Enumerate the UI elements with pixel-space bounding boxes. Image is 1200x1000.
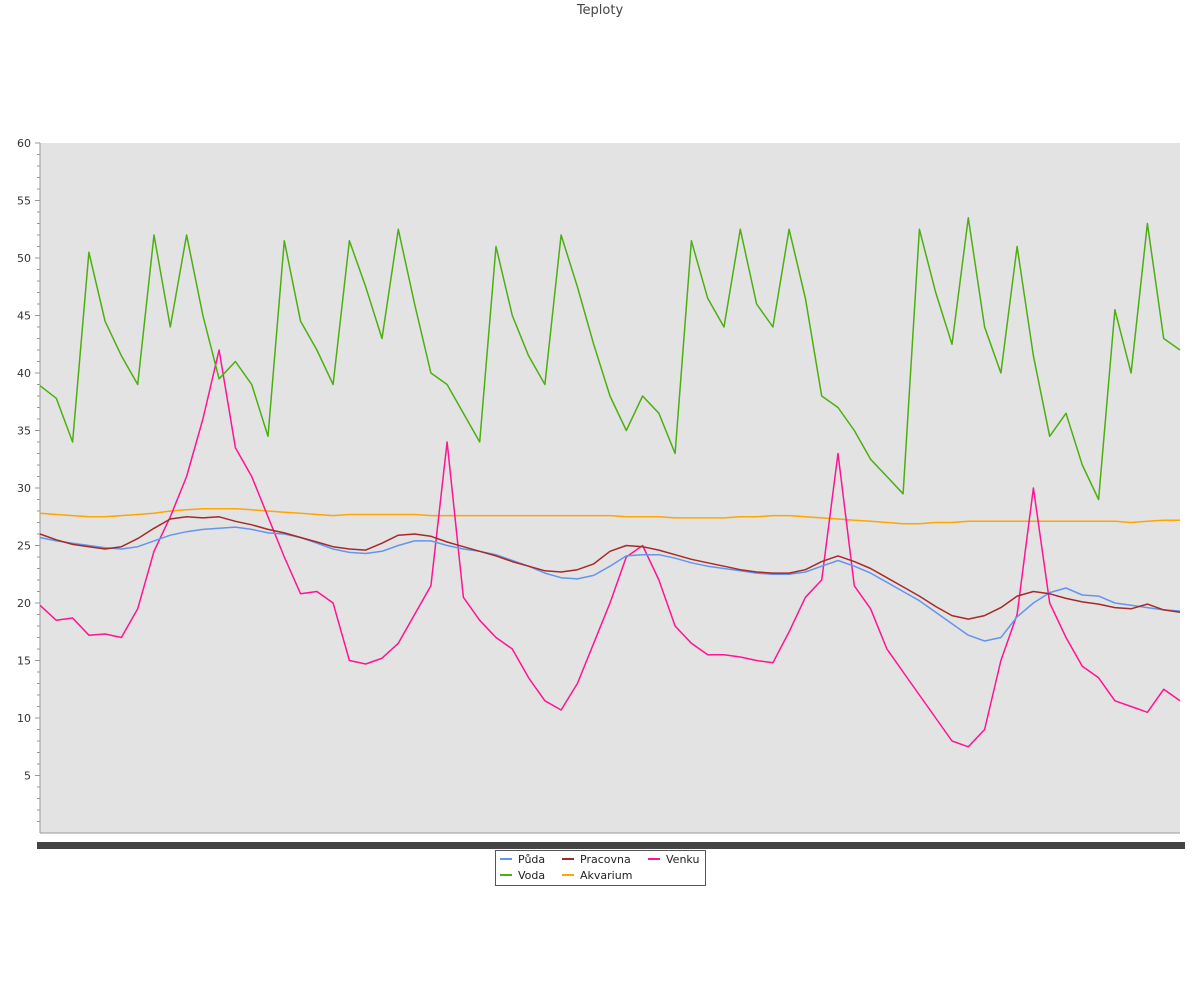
y-tick-label: 10: [17, 712, 31, 725]
y-tick-label: 55: [17, 195, 31, 208]
y-tick-label: 15: [17, 655, 31, 668]
legend-item: Voda: [500, 869, 545, 883]
y-tick-label: 35: [17, 425, 31, 438]
legend-swatch: [648, 858, 660, 860]
legend-item: Akvarium: [562, 869, 632, 883]
y-tick-label: 25: [17, 540, 31, 553]
x-axis: [37, 832, 1185, 849]
series-line-venku: [39, 349, 1181, 748]
series-line-pracovna: [39, 516, 1181, 620]
y-tick-label: 20: [17, 597, 31, 610]
y-tick-label: 30: [17, 482, 31, 495]
legend-swatch: [562, 858, 574, 860]
series-line-voda: [39, 217, 1181, 501]
legend-label: Akvarium: [580, 869, 633, 882]
chart-title: Teploty: [576, 3, 624, 18]
legend-item: Pracovna: [562, 853, 631, 867]
y-tick-label: 5: [24, 770, 31, 783]
legend-swatch: [500, 874, 512, 876]
y-tick-label: 45: [17, 310, 31, 323]
legend-item: Venku: [648, 853, 699, 867]
y-tick-label: 60: [17, 137, 31, 150]
plot-area: [40, 143, 1180, 833]
legend-label: Voda: [518, 869, 546, 882]
legend-item: Půda: [500, 853, 545, 867]
legend: Půda Voda Pracovna Akvarium Venku: [495, 850, 706, 886]
x-tick-label-band: [37, 842, 1185, 849]
legend-label: Pracovna: [580, 853, 631, 866]
legend-label: Venku: [666, 853, 700, 866]
y-axis: 5 10 15 20 25 30 35 40 45 50 55 60: [17, 137, 41, 833]
series-line-p-da: [39, 526, 1181, 642]
legend-swatch: [500, 858, 512, 860]
series-layer: [39, 217, 1181, 748]
series-line-akvarium: [39, 507, 1180, 525]
legend-label: Půda: [518, 853, 546, 866]
y-tick-label: 40: [17, 367, 31, 380]
legend-swatch: [562, 874, 574, 876]
y-tick-label: 50: [17, 252, 31, 265]
